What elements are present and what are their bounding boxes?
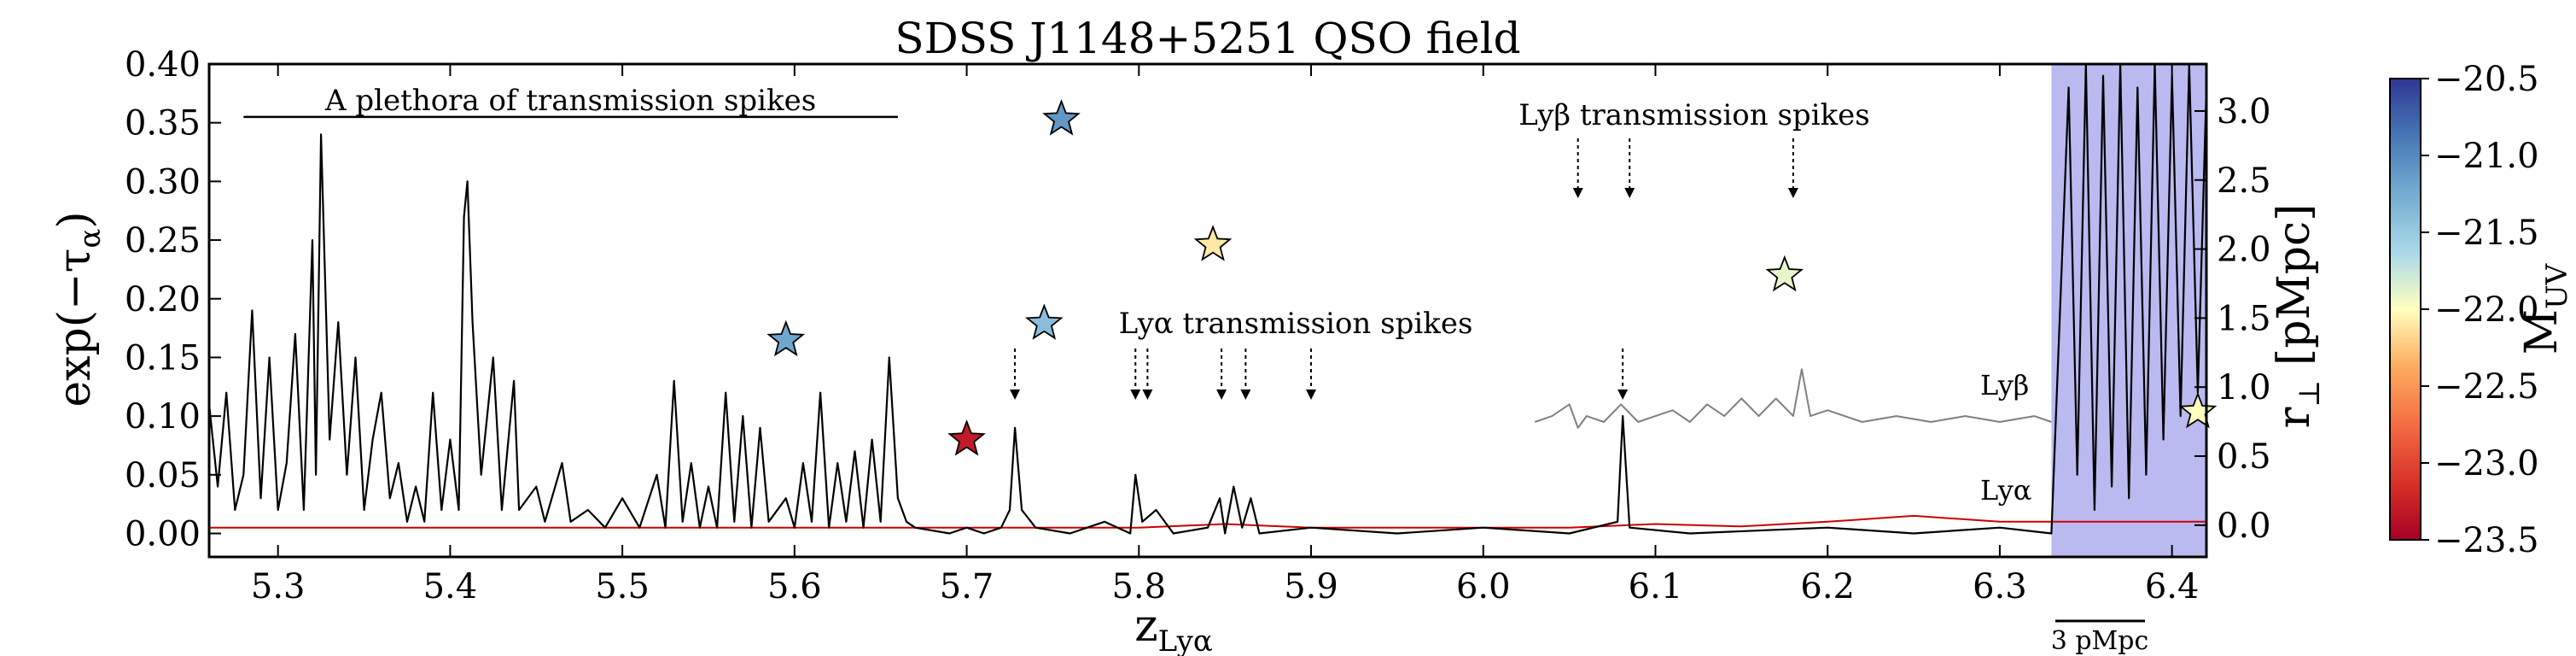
lya-arrow-5-head [1306, 390, 1317, 400]
x-tick-label-3: 5.6 [767, 567, 822, 606]
colorbar-tick-label-3: −22.0 [2434, 290, 2539, 330]
chart-title: SDSS J1148+5251 QSO field [895, 14, 1520, 63]
y-right-tick-label-2: 1.0 [2217, 368, 2271, 407]
x-tick-label-2: 5.5 [595, 567, 650, 606]
y-right-tick-label-1: 0.5 [2217, 437, 2271, 477]
colorbar-tick-label-4: −22.5 [2434, 367, 2539, 407]
y-left-tick-label-7: 0.35 [125, 104, 201, 144]
galaxy-star-5 [1765, 255, 1804, 292]
series-line-2 [209, 514, 2206, 529]
galaxy-star-3 [1042, 99, 1081, 136]
y-left-tick-label-4: 0.20 [125, 280, 201, 319]
scale-bar-label: 3 pMpc [2051, 626, 2149, 656]
x-tick-label-8: 6.1 [1629, 567, 1683, 606]
y-right-tick-label-5: 2.5 [2217, 161, 2271, 201]
x-tick-label-6: 5.9 [1284, 567, 1338, 606]
y-axis-left: 0.00 0.05 0.10 0.15 0.20 0.25 0.30 0.35 0.40 [125, 45, 221, 554]
x-tick-label-1: 5.4 [423, 567, 478, 606]
y-left-tick-label-0: 0.00 [125, 515, 201, 554]
plot-frame [207, 62, 2208, 559]
y-axis-right: 0.0 0.5 1.0 1.5 2.0 2.5 3.0 [2194, 92, 2271, 546]
x-tick-label-11: 6.4 [2145, 567, 2200, 606]
series-label-lya: Lyα [1980, 474, 2031, 507]
x-axis-label: zLyα [1134, 600, 1213, 656]
lyb-arrow-0-head [1572, 188, 1583, 198]
galaxy-markers [766, 99, 2218, 456]
lya-arrow-1-head [1130, 390, 1141, 400]
y-right-tick-label-4: 2.0 [2217, 231, 2271, 270]
galaxy-star-4 [1193, 225, 1233, 261]
y-left-tick-label-3: 0.15 [125, 338, 201, 378]
spectra [209, 64, 2206, 535]
x-tick-label-9: 6.2 [1800, 567, 1855, 606]
x-tick-label-0: 5.3 [251, 567, 306, 606]
lyb-arrow-2-head [1787, 188, 1798, 198]
lya-spikes-label: Lyα transmission spikes [1119, 307, 1473, 341]
colorbar-tick-label-6: −23.5 [2434, 521, 2539, 560]
lyb-spikes-label: Lyβ transmission spikes [1518, 98, 1870, 132]
colorbar-tick-label-0: −20.5 [2434, 60, 2539, 99]
colorbar [2389, 78, 2422, 541]
lya-arrow-3-head [1216, 390, 1227, 400]
x-axis: 5.3 5.4 5.5 5.6 5.7 5.8 5.9 6.0 6.1 6.2 6.3 6.4 [251, 64, 2200, 606]
colorbar-tick-label-5: −23.0 [2434, 444, 2539, 483]
annotations: Lyα Lyβ A plethora of transmission spikes L… [243, 84, 2148, 656]
x-tick-label-7: 6.0 [1456, 567, 1511, 606]
y-right-tick-label-0: 0.0 [2217, 507, 2271, 546]
x-tick-label-4: 5.7 [940, 567, 994, 606]
y-axis-label-left: exp(−τα) [50, 211, 108, 407]
plethora-label: A plethora of transmission spikes [324, 84, 816, 118]
y-left-tick-label-6: 0.30 [125, 162, 201, 202]
y-right-tick-label-6: 3.0 [2217, 92, 2271, 132]
y-left-tick-label-1: 0.05 [125, 456, 201, 495]
series-label-lyb: Lyβ [1980, 369, 2029, 401]
series-line-1 [1534, 368, 2052, 429]
galaxy-star-6 [2178, 391, 2218, 429]
colorbar-tick-label-2: −21.5 [2434, 214, 2539, 253]
y-axis-label-right: r⊥ [pMpc] [2269, 204, 2327, 429]
lya-arrow-6-head [1617, 390, 1629, 400]
x-tick-label-5: 5.8 [1111, 567, 1166, 606]
lya-arrow-2-head [1142, 390, 1153, 400]
lya-arrow-4-head [1240, 390, 1251, 400]
lyb-arrow-1-head [1624, 188, 1635, 198]
y-left-tick-label-2: 0.10 [125, 397, 201, 436]
series-line-0 [209, 64, 2206, 535]
x-tick-label-10: 6.3 [1973, 567, 2027, 606]
lya-arrow-0-head [1010, 390, 1021, 400]
y-left-tick-label-5: 0.25 [125, 221, 201, 261]
y-left-tick-label-8: 0.40 [125, 45, 201, 85]
galaxy-star-0 [766, 319, 806, 357]
colorbar-tick-label-1: −21.0 [2434, 137, 2539, 176]
colorbar-ticks: −20.5 −21.0 −21.5 −22.0 −22.5 −23.0 −23.5 [2421, 60, 2539, 560]
y-right-tick-label-3: 1.5 [2217, 299, 2271, 338]
galaxy-star-2 [1025, 303, 1064, 340]
galaxy-star-1 [947, 419, 986, 456]
